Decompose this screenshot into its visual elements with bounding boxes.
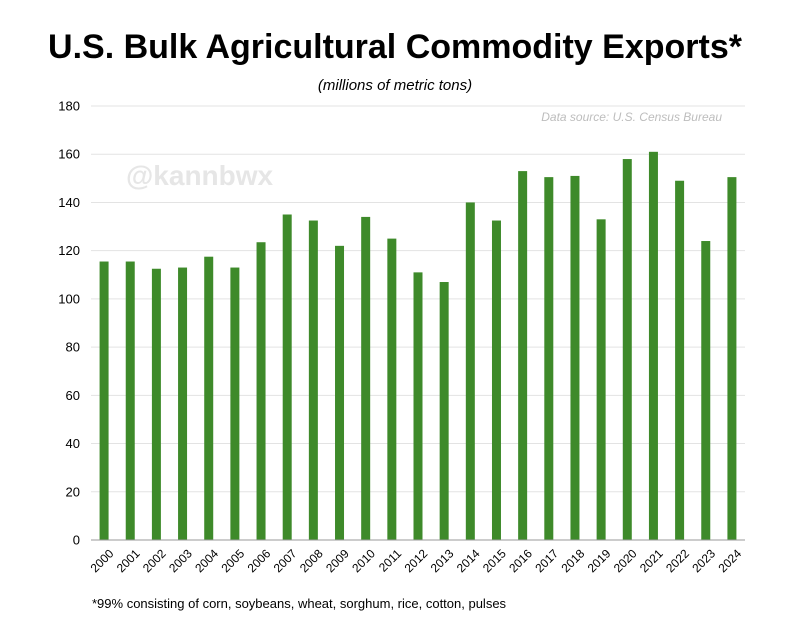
bar-2016 [518, 171, 528, 540]
watermark-text: @kannbwx [126, 160, 274, 191]
bars [99, 151, 737, 541]
x-tick-label: 2018 [559, 546, 588, 575]
bar-2001 [125, 261, 135, 540]
x-tick-label: 2013 [428, 546, 457, 575]
x-tick-label: 2020 [611, 546, 640, 575]
x-tick-label: 2008 [297, 546, 326, 575]
x-tick-label: 2003 [166, 546, 195, 575]
x-tick-label: 2017 [532, 546, 561, 575]
bar-2000 [99, 261, 109, 540]
y-tick-label: 100 [58, 291, 80, 306]
y-tick-label: 0 [73, 533, 80, 548]
y-tick-label: 60 [66, 388, 80, 403]
x-tick-label: 2014 [454, 546, 483, 575]
bar-2005 [230, 267, 240, 540]
bar-2003 [178, 267, 188, 540]
y-tick-label: 180 [58, 99, 80, 114]
bar-2022 [675, 180, 685, 540]
x-tick-label: 2001 [114, 546, 143, 575]
bar-2009 [335, 245, 345, 540]
x-tick-label: 2000 [88, 546, 117, 575]
x-tick-label: 2023 [689, 546, 718, 575]
bar-2010 [361, 216, 371, 540]
bar-2004 [204, 256, 214, 540]
x-tick-label: 2022 [663, 546, 692, 575]
bar-2015 [491, 220, 501, 540]
x-tick-label: 2012 [402, 546, 431, 575]
bar-2020 [622, 159, 632, 541]
y-tick-label: 80 [66, 340, 80, 355]
x-tick-label: 2021 [637, 546, 666, 575]
bar-2008 [308, 220, 318, 540]
chart-title: U.S. Bulk Agricultural Commodity Exports… [48, 28, 742, 66]
bar-2018 [570, 175, 580, 540]
bar-2023 [701, 241, 711, 540]
bar-2007 [282, 214, 292, 540]
x-tick-label: 2010 [349, 546, 378, 575]
x-tick-label: 2019 [585, 546, 614, 575]
bar-2006 [256, 242, 266, 540]
bar-2024 [727, 177, 737, 540]
y-tick-label: 20 [66, 484, 80, 499]
x-tick-label: 2007 [271, 546, 300, 575]
y-axis-ticks: 0 20 40 60 80 100 120 140 160 180 [58, 99, 80, 548]
x-tick-label: 2009 [323, 546, 352, 575]
x-tick-label: 2011 [376, 546, 404, 574]
x-tick-label: 2006 [245, 546, 274, 575]
bar-2014 [465, 202, 475, 540]
bar-2017 [544, 177, 554, 540]
bar-2011 [387, 238, 397, 540]
y-tick-label: 140 [58, 195, 80, 210]
bar-2021 [648, 151, 658, 541]
chart-subtitle: (millions of metric tons) [317, 77, 473, 94]
bar-2019 [596, 219, 606, 541]
bar-2013 [439, 282, 449, 540]
y-tick-label: 40 [66, 436, 80, 451]
bar-2012 [413, 272, 423, 540]
y-tick-label: 120 [58, 243, 80, 258]
x-tick-label: 2024 [715, 546, 744, 575]
x-axis-ticks: 2000200120022003200420052006200720082009… [88, 546, 745, 575]
data-source-note: Data source: U.S. Census Bureau [541, 110, 722, 124]
x-tick-label: 2004 [192, 546, 221, 575]
x-tick-label: 2016 [506, 546, 535, 575]
x-tick-label: 2002 [140, 546, 169, 575]
x-tick-label: 2015 [480, 546, 509, 575]
x-tick-label: 2005 [218, 546, 247, 575]
bar-2002 [151, 268, 161, 540]
y-tick-label: 160 [58, 147, 80, 162]
footnote: *99% consisting of corn, soybeans, wheat… [92, 596, 507, 611]
